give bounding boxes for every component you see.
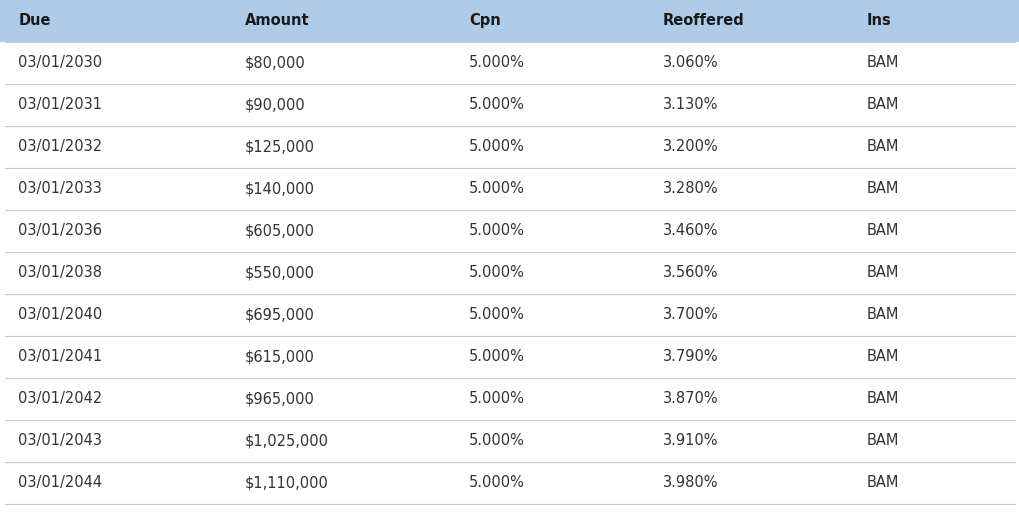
Text: 5.000%: 5.000%: [469, 181, 525, 197]
Text: 03/01/2032: 03/01/2032: [18, 139, 102, 155]
Text: Reoffered: Reoffered: [662, 13, 744, 29]
Text: Cpn: Cpn: [469, 13, 500, 29]
Text: 3.700%: 3.700%: [662, 307, 718, 323]
Text: 3.870%: 3.870%: [662, 391, 718, 407]
Text: 03/01/2033: 03/01/2033: [18, 181, 102, 197]
Text: 3.060%: 3.060%: [662, 55, 718, 71]
Text: 03/01/2043: 03/01/2043: [18, 433, 102, 449]
Text: 3.560%: 3.560%: [662, 265, 717, 281]
Text: $965,000: $965,000: [245, 391, 315, 407]
Text: $80,000: $80,000: [245, 55, 306, 71]
Text: 5.000%: 5.000%: [469, 349, 525, 365]
Text: 5.000%: 5.000%: [469, 307, 525, 323]
Text: BAM: BAM: [866, 223, 899, 239]
Text: $1,025,000: $1,025,000: [245, 433, 328, 449]
Text: 5.000%: 5.000%: [469, 433, 525, 449]
Text: $695,000: $695,000: [245, 307, 315, 323]
Text: $550,000: $550,000: [245, 265, 315, 281]
Text: 3.130%: 3.130%: [662, 97, 717, 113]
Text: 03/01/2036: 03/01/2036: [18, 223, 102, 239]
Text: 03/01/2038: 03/01/2038: [18, 265, 102, 281]
Text: 03/01/2030: 03/01/2030: [18, 55, 102, 71]
Text: 5.000%: 5.000%: [469, 97, 525, 113]
Text: 5.000%: 5.000%: [469, 139, 525, 155]
Text: $1,110,000: $1,110,000: [245, 475, 328, 490]
Text: 3.460%: 3.460%: [662, 223, 717, 239]
Text: BAM: BAM: [866, 181, 899, 197]
Text: 3.790%: 3.790%: [662, 349, 718, 365]
Text: 03/01/2040: 03/01/2040: [18, 307, 103, 323]
Text: $605,000: $605,000: [245, 223, 315, 239]
Text: 5.000%: 5.000%: [469, 475, 525, 490]
Text: 3.980%: 3.980%: [662, 475, 717, 490]
Text: Amount: Amount: [245, 13, 309, 29]
Text: 3.200%: 3.200%: [662, 139, 718, 155]
Text: BAM: BAM: [866, 265, 899, 281]
Text: Due: Due: [18, 13, 51, 29]
Text: 03/01/2041: 03/01/2041: [18, 349, 102, 365]
Text: BAM: BAM: [866, 349, 899, 365]
Text: 5.000%: 5.000%: [469, 265, 525, 281]
Text: 03/01/2031: 03/01/2031: [18, 97, 102, 113]
Text: 3.280%: 3.280%: [662, 181, 718, 197]
Text: $615,000: $615,000: [245, 349, 315, 365]
Text: BAM: BAM: [866, 139, 899, 155]
Text: BAM: BAM: [866, 97, 899, 113]
Text: 03/01/2044: 03/01/2044: [18, 475, 102, 490]
Text: BAM: BAM: [866, 307, 899, 323]
Text: 3.910%: 3.910%: [662, 433, 717, 449]
Text: 5.000%: 5.000%: [469, 391, 525, 407]
Text: 5.000%: 5.000%: [469, 223, 525, 239]
Text: BAM: BAM: [866, 475, 899, 490]
Text: BAM: BAM: [866, 55, 899, 71]
Text: Ins: Ins: [866, 13, 891, 29]
Text: $90,000: $90,000: [245, 97, 306, 113]
Text: 5.000%: 5.000%: [469, 55, 525, 71]
Text: BAM: BAM: [866, 433, 899, 449]
Text: BAM: BAM: [866, 391, 899, 407]
Bar: [0, 0, 1019, 42]
Text: $140,000: $140,000: [245, 181, 315, 197]
Text: $125,000: $125,000: [245, 139, 315, 155]
Text: 03/01/2042: 03/01/2042: [18, 391, 103, 407]
